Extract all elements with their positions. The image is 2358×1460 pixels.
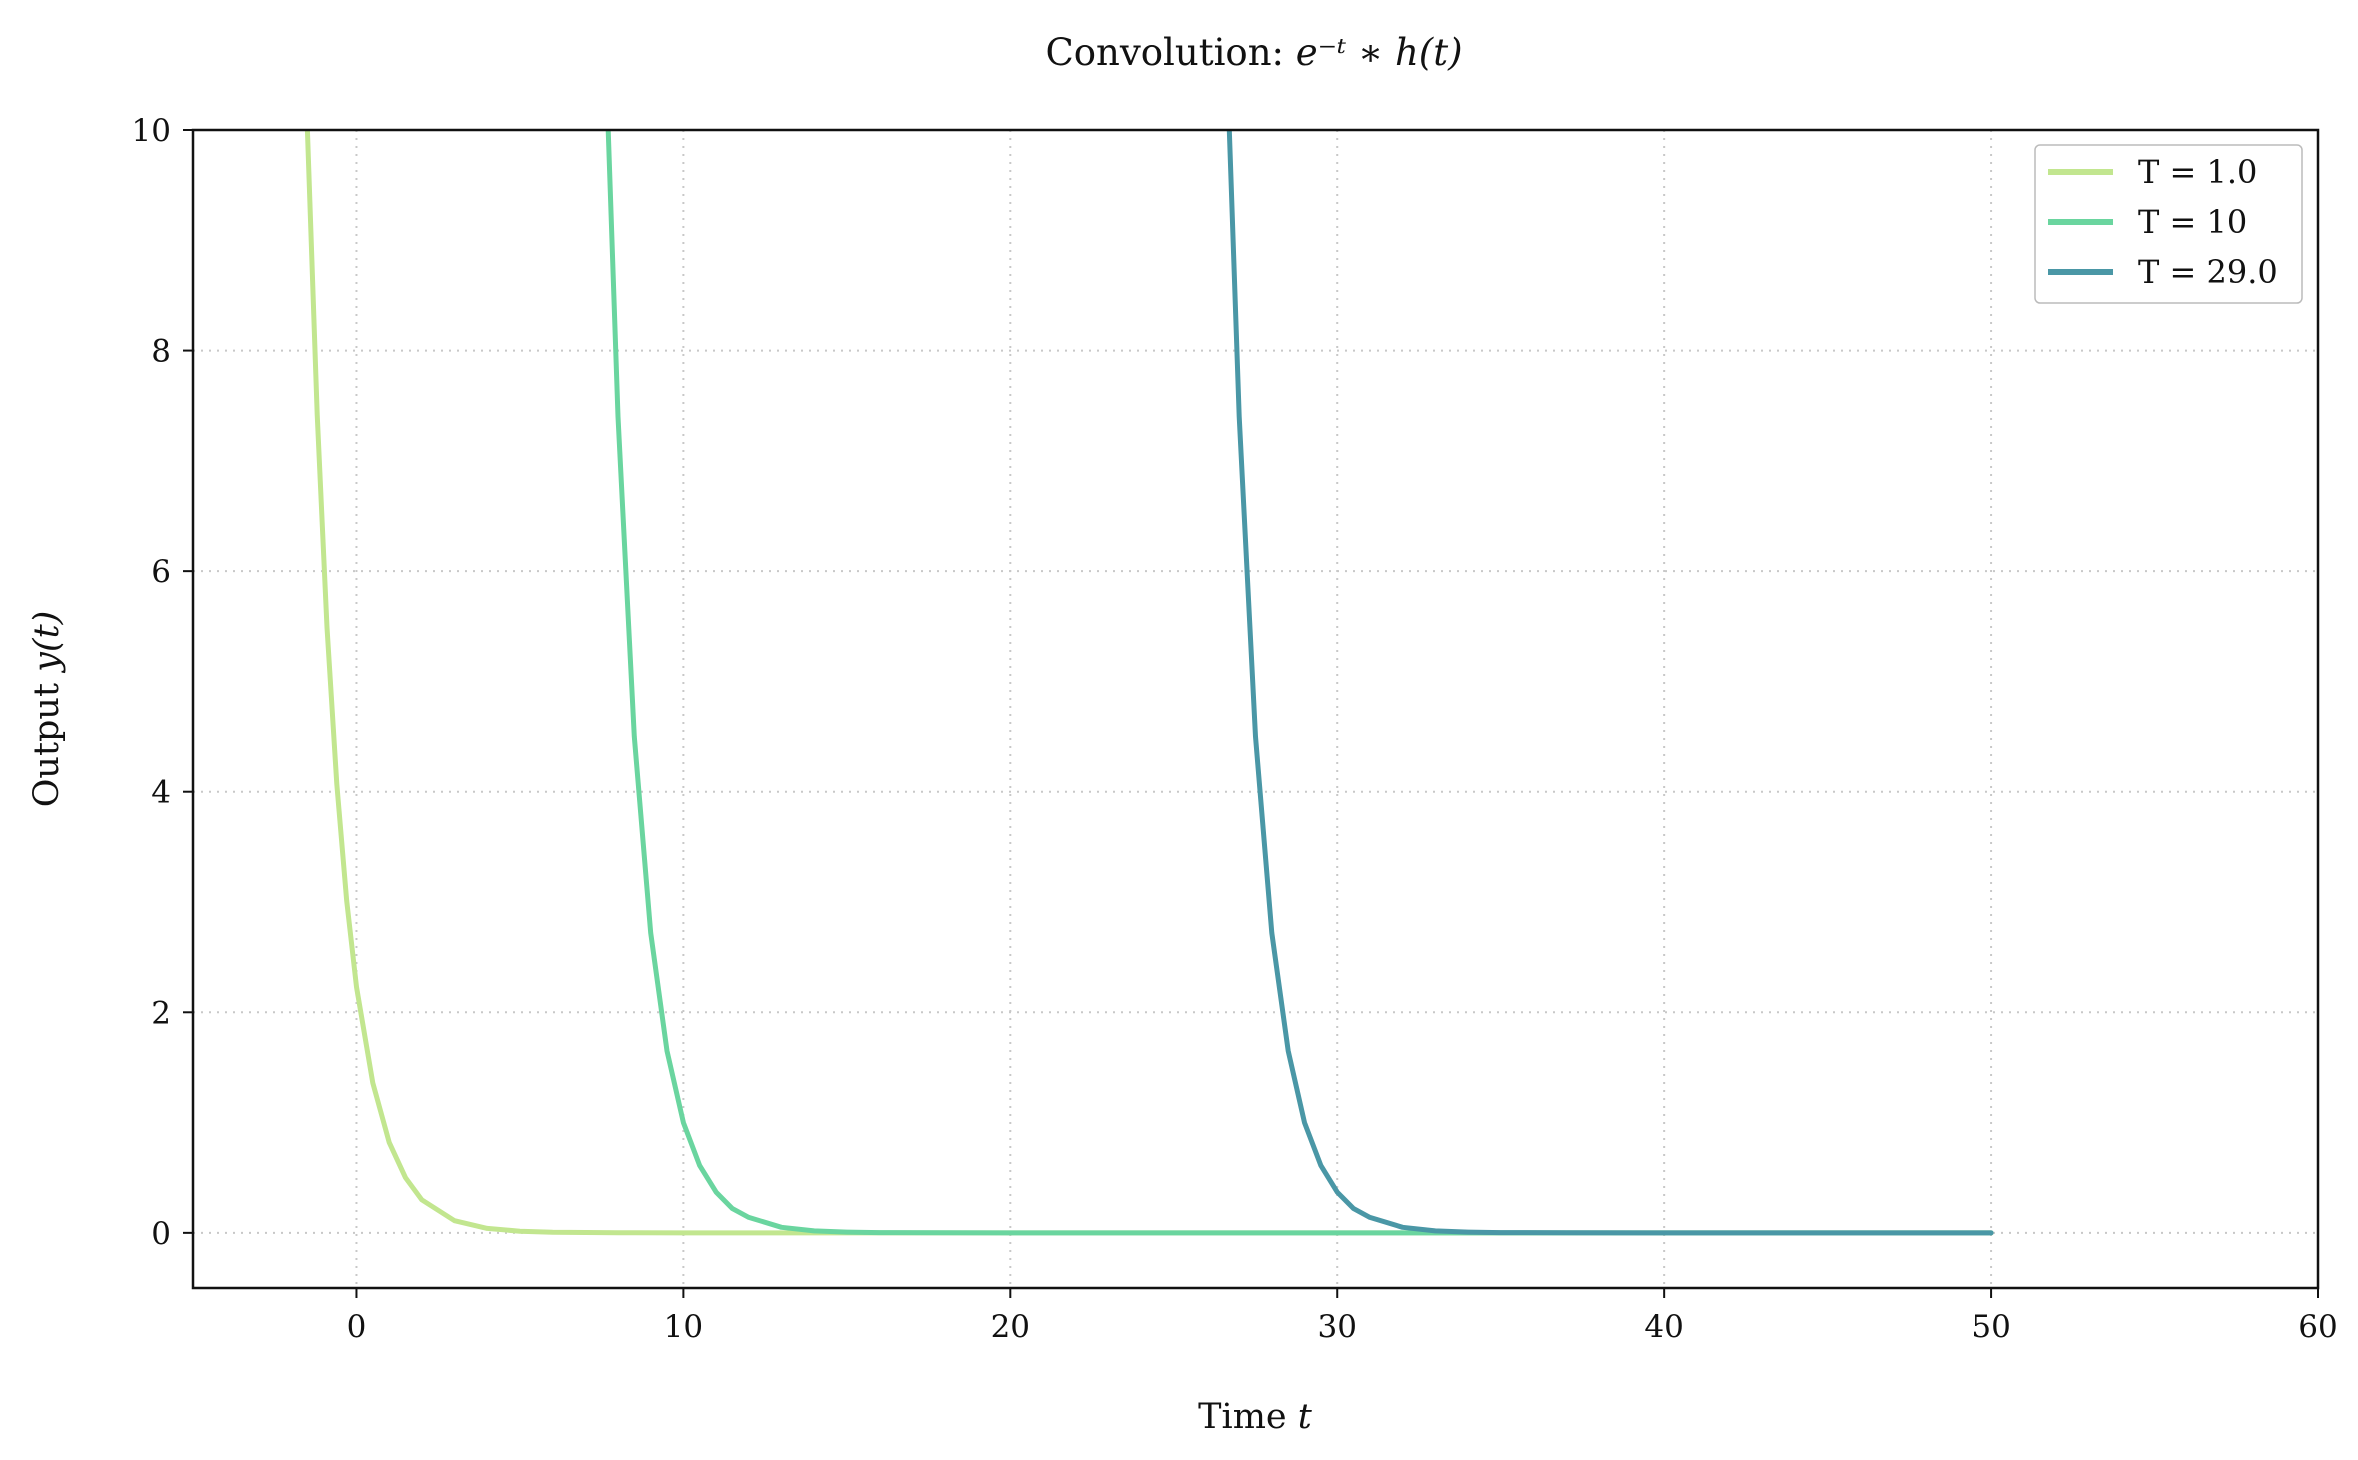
legend-label-1: T = 1.0 <box>2138 153 2257 191</box>
y-tick-label: 8 <box>151 334 171 370</box>
series-line-2 <box>605 130 1994 1236</box>
chart-title: Convolution: e⁻ᵗ ∗ h(t) <box>1045 31 1462 74</box>
legend-box <box>2034 144 2303 304</box>
series-layer <box>304 130 1994 1236</box>
x-axis-label: Time t <box>1198 1397 1313 1437</box>
plot-frame <box>191 128 2320 1290</box>
x-tick-label: 60 <box>2298 1309 2337 1345</box>
legend-label-3: T = 29.0 <box>2138 253 2278 291</box>
series-line-1 <box>304 130 1994 1236</box>
legend: T = 1.0 T = 10 T = 29.0 <box>2034 144 2303 304</box>
y-tick-label: 2 <box>151 995 171 1031</box>
x-tick-label: 50 <box>1971 1309 2010 1345</box>
y-axis-label: Output y(t) <box>27 611 67 808</box>
x-axis: 0 10 20 30 40 50 60 <box>347 1288 2338 1345</box>
series-line-3 <box>1226 130 1994 1236</box>
y-axis: 0 2 4 6 8 10 <box>132 113 193 1252</box>
legend-label-2: T = 10 <box>2138 203 2247 241</box>
y-tick-label: 4 <box>151 775 171 811</box>
x-tick-label: 20 <box>991 1309 1030 1345</box>
y-tick-label: 0 <box>151 1216 171 1252</box>
x-tick-label: 40 <box>1644 1309 1683 1345</box>
x-tick-label: 10 <box>664 1309 703 1345</box>
x-tick-label: 0 <box>347 1309 367 1345</box>
y-tick-label: 10 <box>132 113 171 149</box>
x-tick-label: 30 <box>1318 1309 1357 1345</box>
y-tick-label: 6 <box>151 554 171 590</box>
